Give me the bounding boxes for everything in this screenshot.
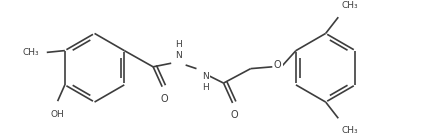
Text: O: O <box>274 60 281 70</box>
Text: H
N: H N <box>175 40 182 60</box>
Text: CH₃: CH₃ <box>342 1 359 10</box>
Text: N
H: N H <box>202 72 208 92</box>
Text: O: O <box>160 94 168 104</box>
Text: CH₃: CH₃ <box>23 48 40 57</box>
Text: OH: OH <box>51 110 65 119</box>
Text: CH₃: CH₃ <box>342 126 359 135</box>
Text: O: O <box>230 110 238 120</box>
